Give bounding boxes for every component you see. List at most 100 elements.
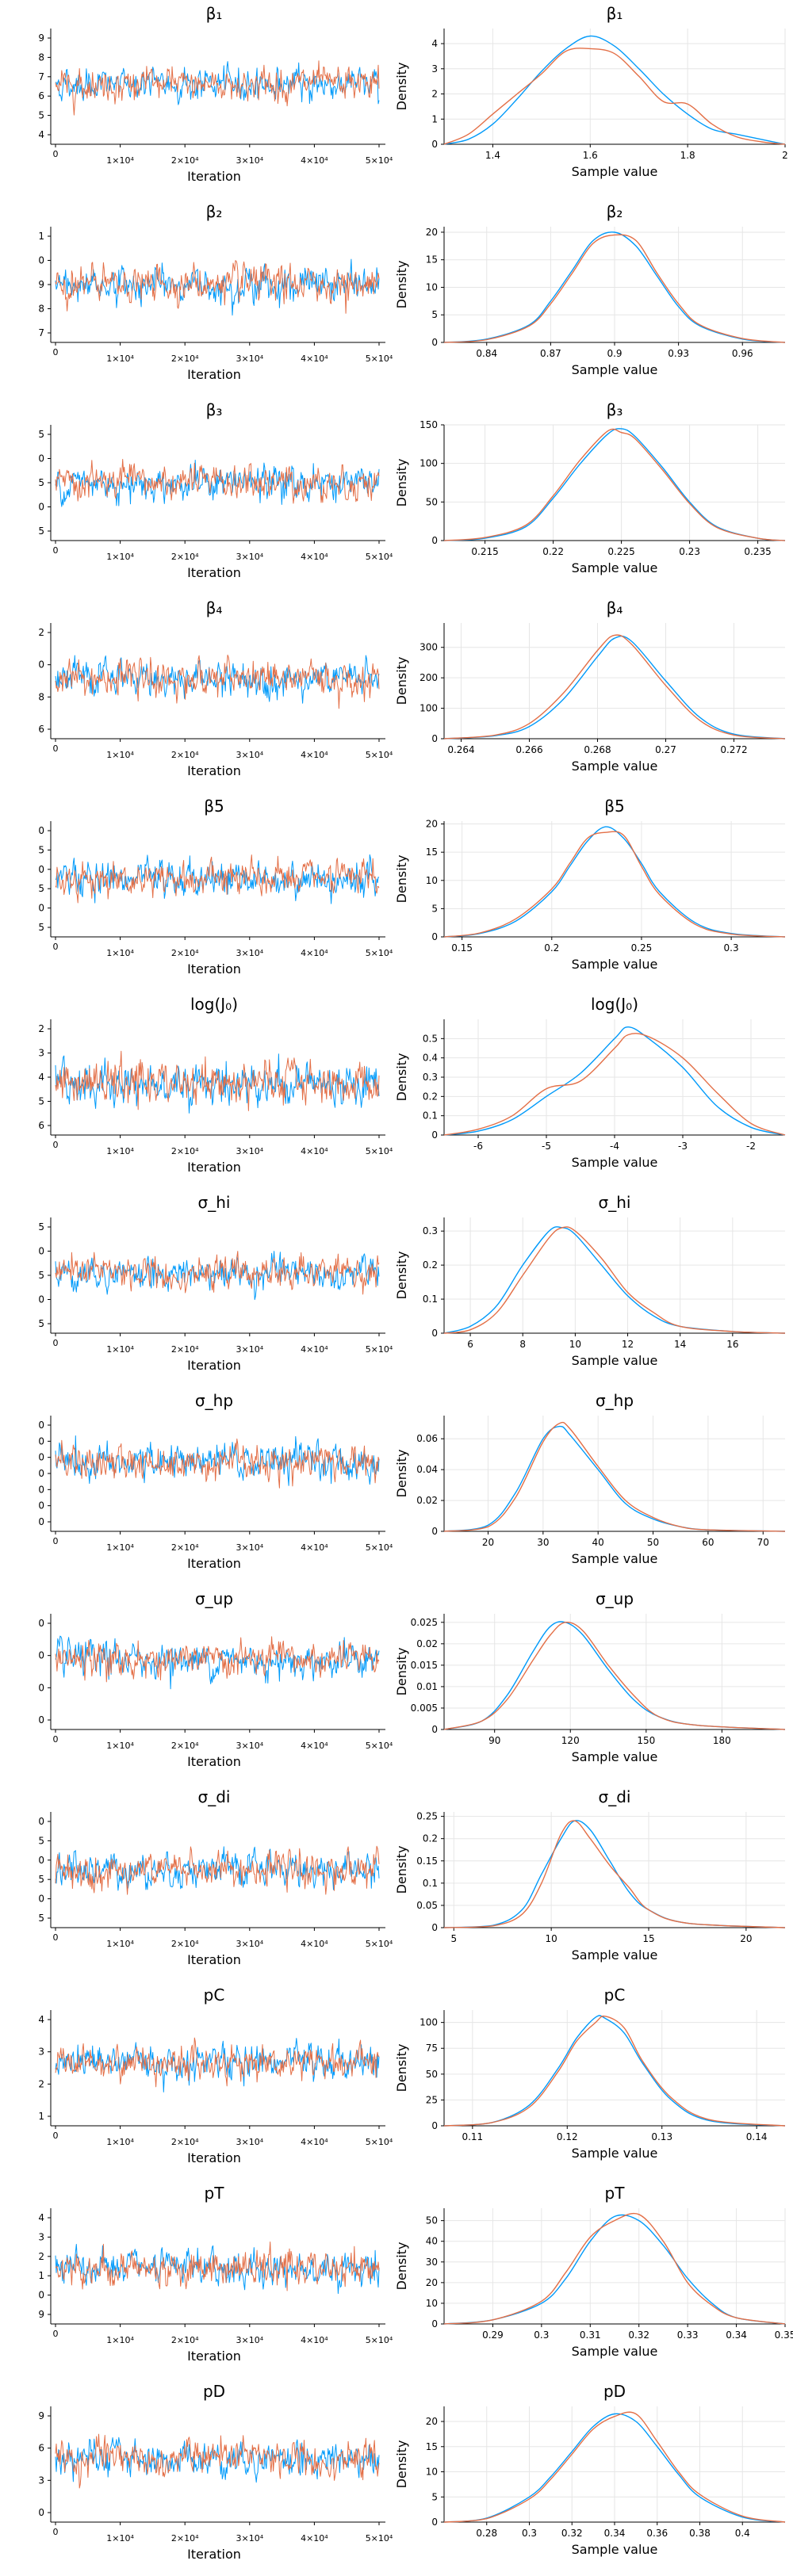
trace-chain-1 bbox=[55, 1635, 380, 1690]
density-y-tick-label: 0 bbox=[431, 931, 438, 942]
trace-x-tick-label: 2×10⁴ bbox=[171, 155, 199, 166]
trace-x-tick-label: 1×10⁴ bbox=[106, 155, 134, 166]
density-x-tick-label: 0.3 bbox=[724, 942, 739, 954]
trace-y-tick-label: 0 bbox=[38, 453, 44, 464]
density-x-label: Sample value bbox=[572, 1551, 658, 1566]
density-x-tick-label: 0.36 bbox=[646, 2528, 668, 2539]
trace-x-tick-label: 2×10⁴ bbox=[171, 2335, 199, 2345]
trace-x-tick-label: 4×10⁴ bbox=[301, 2137, 328, 2147]
trace-x-tick-label: 5×10⁴ bbox=[366, 2335, 393, 2345]
density-y-tick-label: 10 bbox=[426, 875, 438, 886]
density-y-label: Density bbox=[394, 2440, 409, 2489]
trace-x-tick-label: 1×10⁴ bbox=[106, 2335, 134, 2345]
density-y-tick-label: 0.3 bbox=[423, 1072, 438, 1083]
trace-x-tick-label: 4×10⁴ bbox=[301, 354, 328, 364]
density-x-tick-label: 0.13 bbox=[651, 2131, 672, 2142]
density-x-tick-label: 12 bbox=[622, 1339, 634, 1350]
density-y-tick-label: 0.2 bbox=[423, 1833, 438, 1844]
density-y-tick-label: 0 bbox=[431, 535, 438, 546]
density-x-label: Sample value bbox=[572, 759, 658, 774]
trace-x-tick-label: 0 bbox=[53, 347, 59, 357]
trace-x-label: Iteration bbox=[187, 1952, 241, 1967]
trace-y-tick-label: 1 bbox=[38, 2111, 44, 2122]
density-y-tick-label: 100 bbox=[419, 703, 438, 714]
density-y-tick-label: 0 bbox=[431, 2120, 438, 2131]
trace-x-label: Iteration bbox=[187, 2349, 241, 2364]
density-y-tick-label: 0 bbox=[431, 1129, 438, 1141]
density-y-tick-label: 0 bbox=[431, 1922, 438, 1933]
trace-x-tick-label: 1×10⁴ bbox=[106, 1939, 134, 1949]
density-x-label: Sample value bbox=[572, 2146, 658, 2161]
trace-chain-1 bbox=[55, 854, 380, 904]
trace-x-tick-label: 3×10⁴ bbox=[236, 1939, 263, 1949]
trace-chain-1 bbox=[55, 460, 380, 507]
trace-x-tick-label: 4×10⁴ bbox=[301, 2335, 328, 2345]
density-y-tick-label: 0.005 bbox=[411, 1703, 438, 1714]
trace-y-tick-label: 0 bbox=[38, 1500, 44, 1512]
trace-title: β₁ bbox=[206, 4, 223, 23]
density-y-tick-label: 300 bbox=[419, 642, 438, 653]
density-x-tick-label: 1.6 bbox=[583, 150, 598, 161]
trace-x-tick-label: 3×10⁴ bbox=[236, 1146, 263, 1156]
density-y-tick-label: 0.1 bbox=[423, 1110, 438, 1122]
trace-y-tick-label: 9 bbox=[38, 2309, 44, 2320]
density-x-tick-label: 0.268 bbox=[584, 744, 611, 755]
density-y-label: Density bbox=[394, 1846, 409, 1894]
trace-title: σ_hp bbox=[195, 1391, 233, 1410]
trace-x-tick-label: 2×10⁴ bbox=[171, 948, 199, 958]
trace-y-tick-label: 5 bbox=[38, 1221, 44, 1233]
density-x-tick-label: 10 bbox=[569, 1339, 581, 1350]
density-chain-1 bbox=[443, 1621, 786, 1730]
density-y-tick-label: 0.015 bbox=[411, 1660, 438, 1671]
trace-x-tick-label: 3×10⁴ bbox=[236, 2137, 263, 2147]
trace-x-tick-label: 4×10⁴ bbox=[301, 1344, 328, 1355]
density-y-tick-label: 0 bbox=[431, 337, 438, 348]
trace-y-tick-label: 0 bbox=[38, 1294, 44, 1305]
density-chain-1 bbox=[443, 2413, 786, 2523]
density-x-tick-label: 0.84 bbox=[476, 348, 497, 359]
density-chain-1 bbox=[443, 1425, 786, 1532]
density-x-tick-label: 8 bbox=[519, 1339, 526, 1350]
density-y-label: Density bbox=[394, 1648, 409, 1696]
trace-y-tick-label: 0 bbox=[38, 659, 44, 671]
trace-x-tick-label: 2×10⁴ bbox=[171, 750, 199, 760]
row-11: pC 0 1×10⁴ 2×10⁴ 3×10⁴ 4×10⁴ 5×10⁴ Iteration 4 3 2… bbox=[38, 1986, 786, 2165]
density-y-tick-label: 50 bbox=[426, 2215, 438, 2226]
trace-chain-2 bbox=[55, 1636, 380, 1683]
trace-plot: σ_up 0 1×10⁴ 2×10⁴ 3×10⁴ 4×10⁴ 5×10⁴ Iteration 0… bbox=[38, 1589, 393, 1769]
density-plot: β5 0.15 0.2 0.25 0.3 0 5 10 15 20 Sample value Dens… bbox=[394, 797, 786, 972]
trace-title: σ_di bbox=[198, 1787, 231, 1806]
density-y-tick-label: 0 bbox=[431, 1724, 438, 1735]
trace-y-tick-label: 3 bbox=[38, 2475, 44, 2486]
trace-y-tick-label: 2 bbox=[38, 2251, 44, 2262]
trace-y-tick-label: 0 bbox=[38, 1246, 44, 1257]
trace-x-tick-label: 4×10⁴ bbox=[301, 750, 328, 760]
trace-y-tick-label: 5 bbox=[38, 110, 44, 121]
density-x-tick-label: 70 bbox=[757, 1537, 769, 1548]
density-y-tick-label: 15 bbox=[426, 847, 438, 858]
trace-title: β₂ bbox=[206, 202, 223, 221]
trace-y-tick-label: 5 bbox=[38, 1096, 44, 1107]
trace-x-tick-label: 2×10⁴ bbox=[171, 1146, 199, 1156]
density-x-tick-label: 0.32 bbox=[561, 2528, 583, 2539]
trace-x-tick-label: 5×10⁴ bbox=[366, 1146, 393, 1156]
density-title: σ_hp bbox=[596, 1391, 634, 1410]
density-y-tick-label: 0.025 bbox=[411, 1617, 438, 1628]
trace-x-label: Iteration bbox=[187, 1754, 241, 1769]
density-x-tick-label: 2 bbox=[782, 150, 788, 161]
density-x-tick-label: -5 bbox=[542, 1141, 551, 1152]
density-y-tick-label: 0.25 bbox=[416, 1811, 438, 1822]
density-chain-1 bbox=[443, 2015, 786, 2127]
density-y-label: Density bbox=[394, 1252, 409, 1300]
trace-x-tick-label: 2×10⁴ bbox=[171, 1741, 199, 1751]
trace-title: σ_up bbox=[195, 1589, 233, 1608]
density-x-tick-label: 10 bbox=[546, 1933, 557, 1944]
density-y-label: Density bbox=[394, 1450, 409, 1498]
trace-x-tick-label: 1×10⁴ bbox=[106, 552, 134, 562]
density-title: pD bbox=[603, 2382, 626, 2401]
trace-x-tick-label: 1×10⁴ bbox=[106, 1741, 134, 1751]
density-y-tick-label: 0 bbox=[431, 1526, 438, 1537]
trace-x-label: Iteration bbox=[187, 169, 241, 184]
trace-x-tick-label: 0 bbox=[53, 2131, 59, 2141]
